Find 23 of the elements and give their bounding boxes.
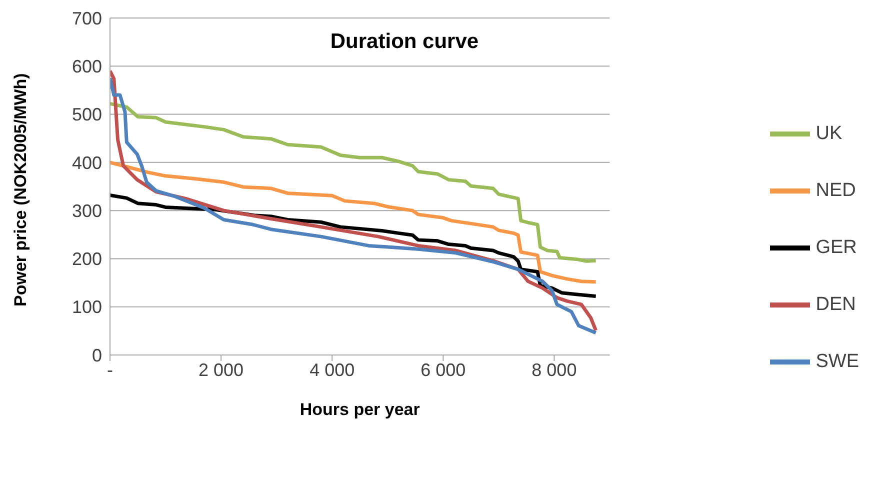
- legend-label: SWE: [816, 350, 859, 374]
- x-tick-label: 8 000: [532, 360, 577, 380]
- line-series: [110, 102, 598, 263]
- y-tick-label: 0: [92, 345, 102, 366]
- y-tick-label: 300: [72, 200, 102, 221]
- legend-label: DEN: [816, 293, 856, 317]
- y-tick-label: 400: [72, 152, 102, 173]
- x-tick-label: 4 000: [310, 360, 355, 380]
- x-tick-label: 6 000: [420, 360, 466, 380]
- x-axis-title: Hours per year: [300, 400, 420, 419]
- y-tick-label: 700: [72, 8, 102, 28]
- legend-label: NED: [816, 179, 856, 203]
- legend-label: GER: [816, 236, 857, 260]
- x-tick-label: -: [107, 360, 113, 380]
- y-tick-label: 600: [72, 56, 102, 77]
- x-tick-label: 2 000: [198, 360, 244, 380]
- y-tick-label: 100: [72, 297, 102, 318]
- y-tick-label: 500: [72, 104, 102, 125]
- legend-label: UK: [816, 122, 842, 146]
- line-series: [110, 160, 598, 284]
- text: Duration curve: [329, 30, 480, 54]
- y-tick-label: 200: [72, 249, 102, 270]
- y-axis-title: Power price (NOK2005/MWh): [11, 73, 30, 306]
